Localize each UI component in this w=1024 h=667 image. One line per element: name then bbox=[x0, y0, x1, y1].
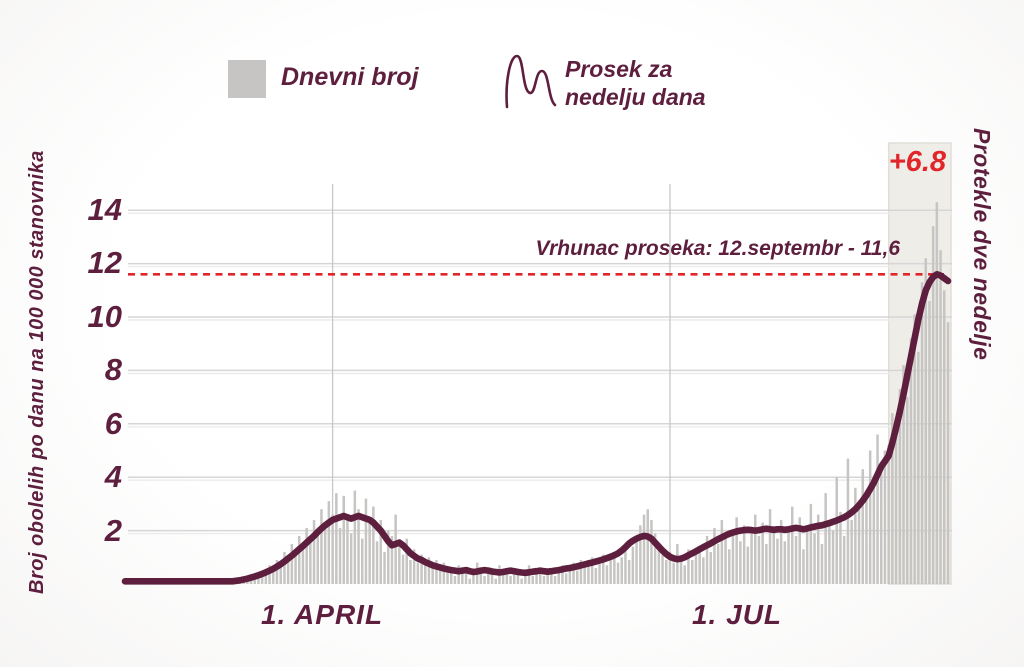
legend-daily-label: Dnevni broj bbox=[281, 63, 419, 91]
y-tick-12: 12 bbox=[87, 245, 122, 280]
y-tick-8: 8 bbox=[104, 352, 122, 387]
legend-avg-label: Prosek za nedelju dana bbox=[565, 56, 706, 110]
legend-daily-swatch bbox=[228, 60, 266, 98]
last-two-weeks-label: Protekle dve nedelje bbox=[969, 128, 995, 361]
x-tick-jul: 1. JUL bbox=[691, 599, 783, 630]
y-tick-4: 4 bbox=[104, 459, 122, 494]
peak-annotation: Vrhunac proseka: 12.septembr - 11,6 bbox=[535, 237, 900, 260]
y-tick-10: 10 bbox=[87, 299, 122, 334]
y-tick-6: 6 bbox=[104, 406, 122, 441]
x-tick-april: 1. APRIL bbox=[260, 599, 384, 630]
squiggle-line-icon bbox=[505, 54, 557, 109]
two-week-change-badge: +6.8 bbox=[888, 146, 946, 178]
weekly-average-line bbox=[121, 271, 952, 585]
y-tick-2: 2 bbox=[104, 513, 122, 548]
y-tick-14: 14 bbox=[87, 192, 122, 227]
